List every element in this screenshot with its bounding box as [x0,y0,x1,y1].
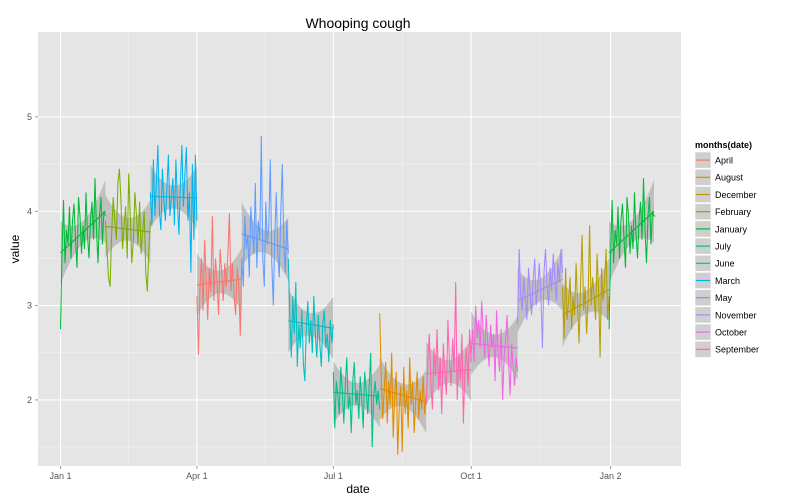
y-tick-label: 3 [27,301,32,311]
trend-line [150,195,197,199]
chart-title: Whooping cough [305,15,410,31]
y-axis-title: value [8,234,22,263]
x-tick-label: Jan 1 [49,471,71,481]
trend-line [241,233,289,250]
x-tick-label: Jul 1 [324,471,343,481]
legend-label: May [715,293,733,303]
trend-line [471,342,518,349]
legend-label: September [715,345,759,355]
legend-label: June [715,259,735,269]
legend-label: February [715,207,752,217]
legend-title: months(date) [695,140,752,150]
x-tick-label: Oct 1 [460,471,482,481]
series-line [425,281,472,424]
trend-line [196,278,242,286]
trend-line [608,210,655,254]
legend-label: April [715,156,733,166]
trend-line [426,369,472,375]
x-axis-title: date [346,482,370,496]
legend-label: January [715,224,748,234]
legend-label: July [715,242,732,252]
series-line [287,258,334,382]
trend-line [288,320,334,329]
legend-label: October [715,328,747,338]
x-axis-ticks: Jan 1 Apr 1 Jul 1 Oct 1 Jan 2 [49,466,622,481]
series-line [59,178,106,330]
y-axis-ticks: 2 3 4 5 [27,112,38,405]
series-line [379,313,427,455]
trend-line [60,210,106,254]
legend-label: March [715,276,740,286]
series-line [104,168,151,292]
series-line [562,225,610,358]
series-line [149,145,198,273]
legend-label: December [715,190,757,200]
trend-line [517,278,563,302]
y-tick-label: 5 [27,112,32,122]
trend-line [333,391,380,397]
x-tick-label: Apr 1 [186,471,208,481]
series-line [608,178,655,330]
y-tick-label: 4 [27,206,32,216]
series-line [241,135,289,306]
trend-line [379,388,427,403]
series-line [332,352,381,448]
y-tick-label: 2 [27,395,32,405]
legend: months(date) April August December February… [694,140,759,358]
trend-line [105,225,151,233]
legend-label: August [715,173,744,183]
trend-lines [60,195,656,403]
trend-line [562,289,610,316]
legend-label: November [715,310,757,320]
series-line [470,300,519,401]
x-tick-label: Jan 2 [600,471,622,481]
